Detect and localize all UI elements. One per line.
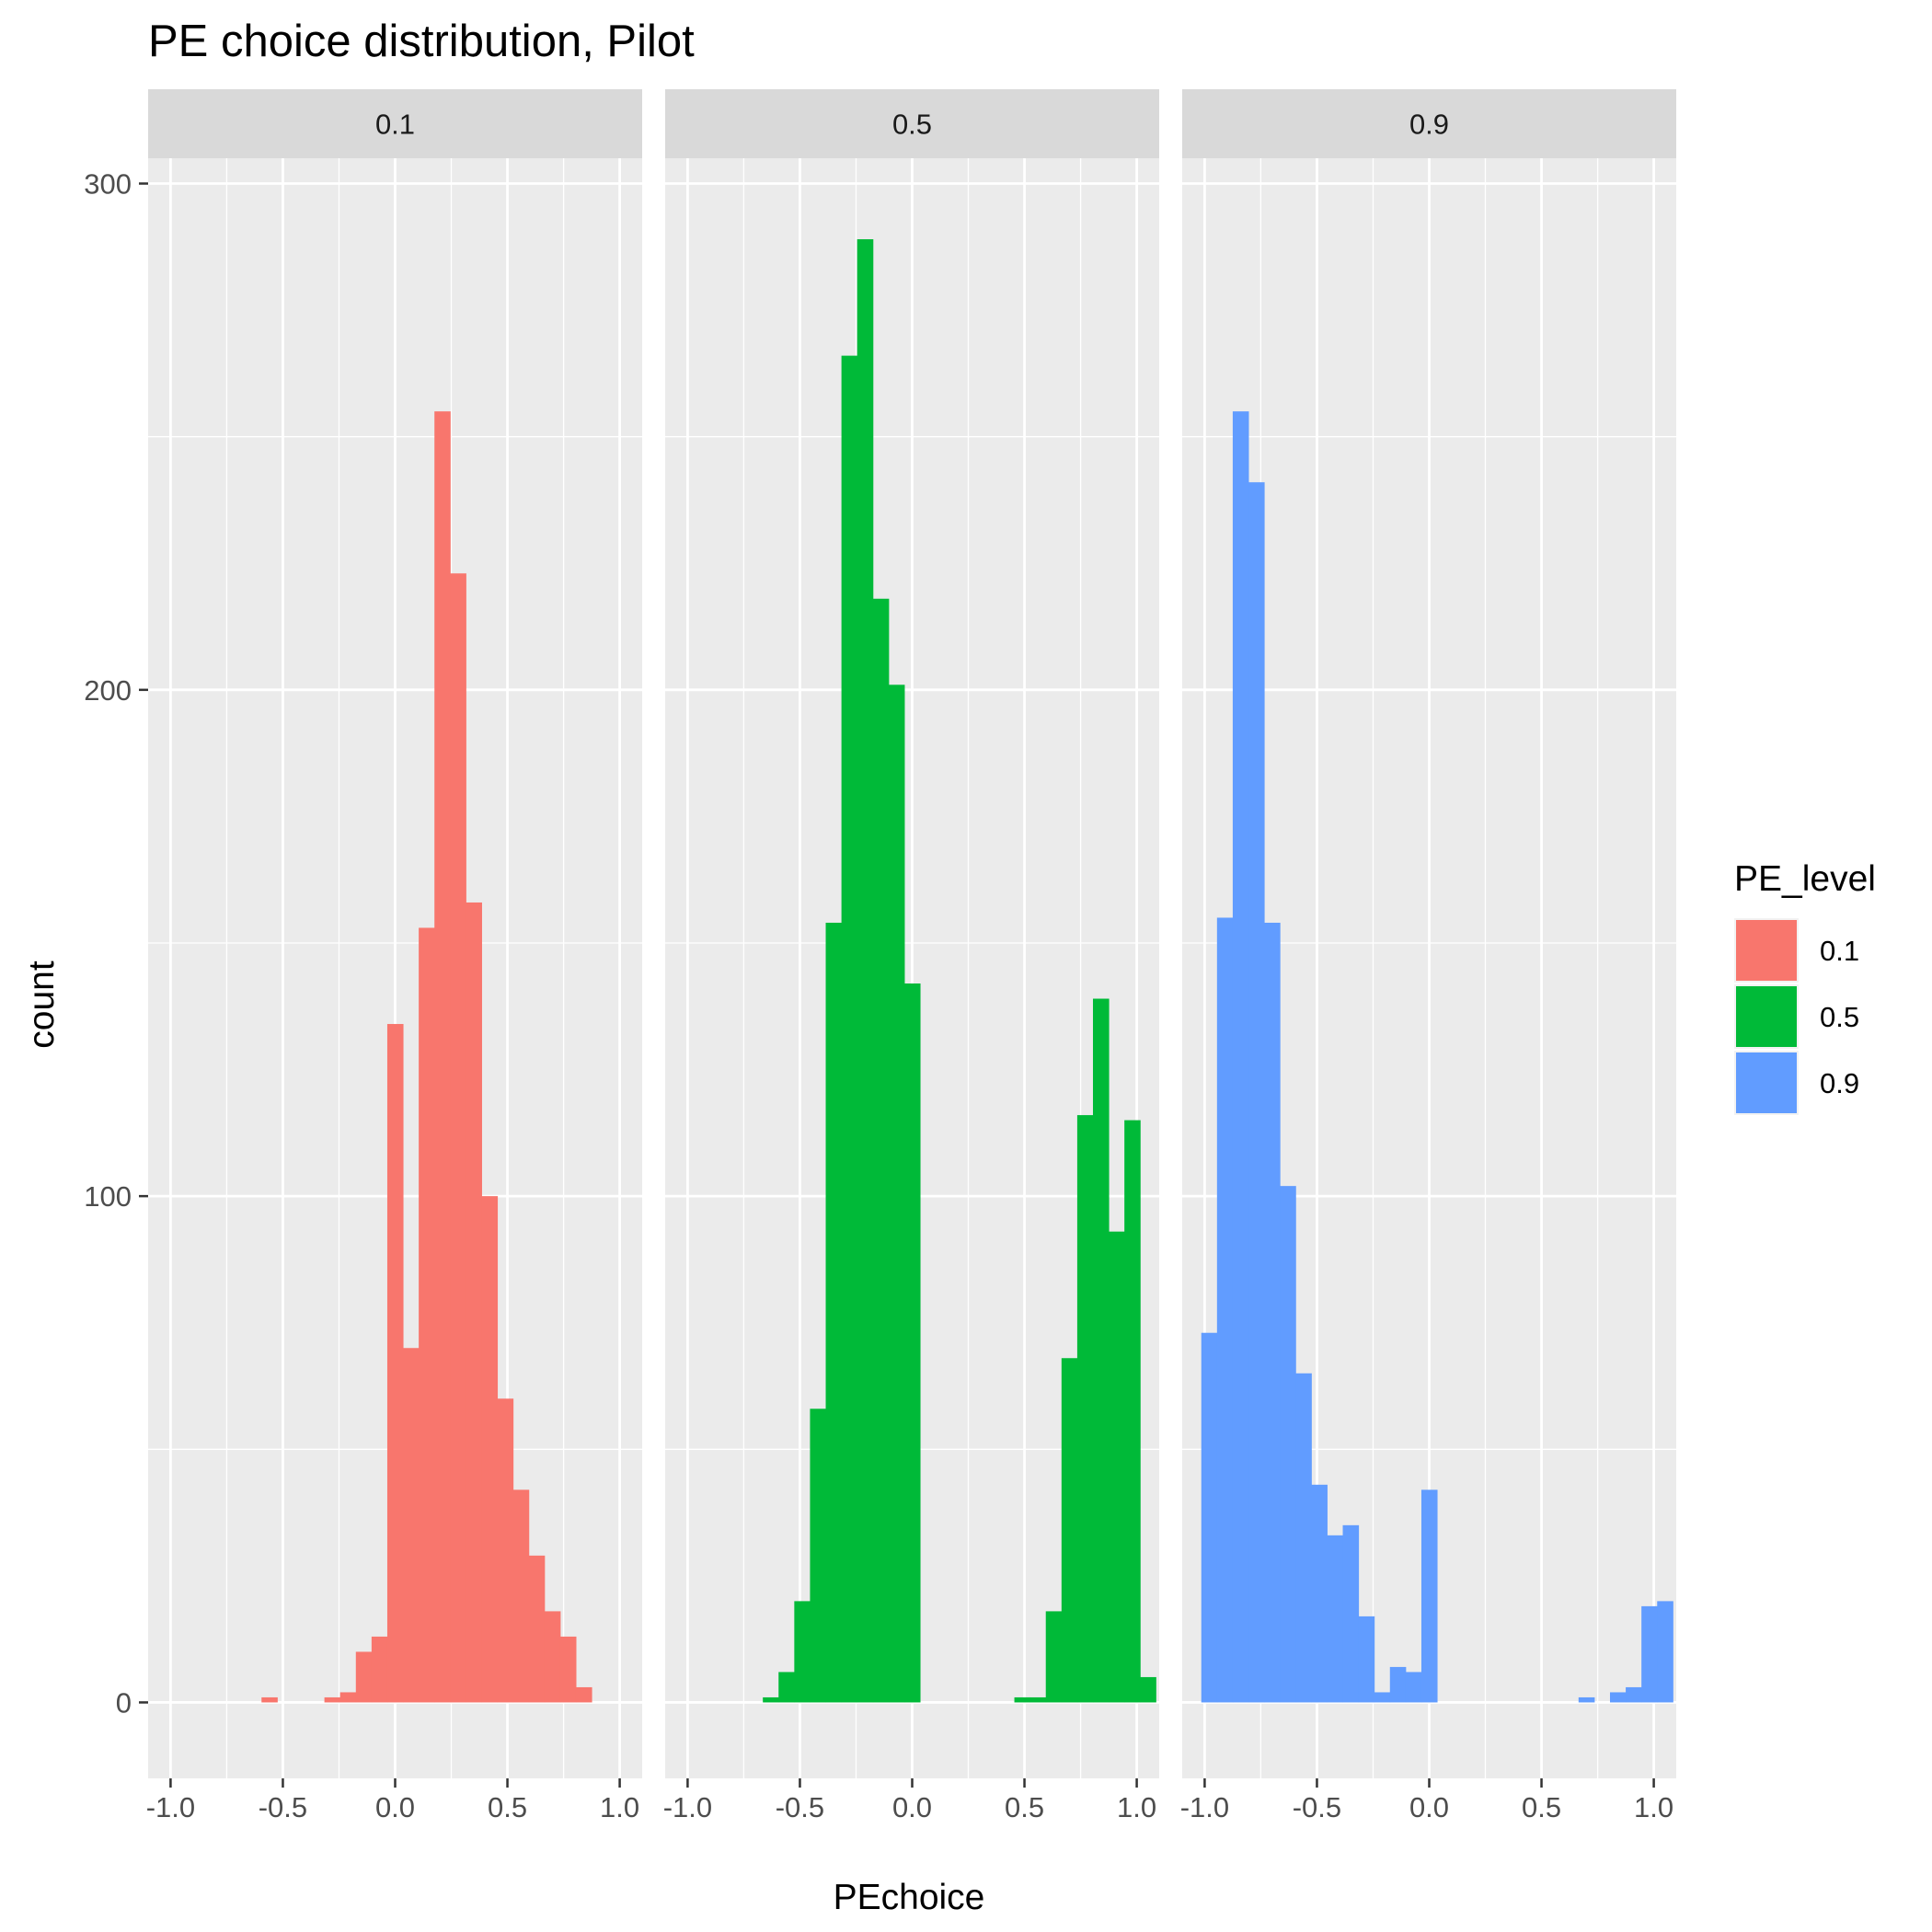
strip-header <box>148 89 642 158</box>
histogram-bar <box>810 1409 827 1703</box>
x-tick-label: 1.0 <box>1634 1791 1673 1823</box>
histogram-bar <box>778 1672 795 1703</box>
strip-label: 0.1 <box>375 109 415 141</box>
histogram-bar <box>763 1696 779 1703</box>
y-tick-label: 100 <box>84 1180 132 1213</box>
x-tick-label: 1.0 <box>600 1791 639 1823</box>
legend-label: 0.9 <box>1820 1067 1859 1099</box>
x-tick-label: 0.0 <box>892 1791 932 1823</box>
x-tick-label: -0.5 <box>1293 1791 1341 1823</box>
histogram-bar <box>1092 998 1110 1703</box>
histogram-bar <box>1311 1484 1328 1703</box>
x-tick-label: 0.5 <box>1522 1791 1561 1823</box>
facet-panels: 0.1 -1.0 -0.5 0.0 0.5 1.0 0.5 -1.0 -0.5 0.0 0.5 1.0… <box>146 89 1676 1823</box>
histogram-bar <box>888 684 905 1703</box>
histogram-bar <box>825 922 843 1703</box>
histogram-bar <box>1327 1535 1344 1703</box>
histogram-bar <box>1029 1696 1047 1703</box>
histogram-bar <box>1609 1692 1627 1703</box>
histogram-bar <box>857 239 874 1703</box>
strip-label: 0.9 <box>1409 109 1449 141</box>
panel-0.5: 0.5 -1.0 -0.5 0.0 0.5 1.0 <box>663 89 1159 1823</box>
histogram-bar <box>481 1196 499 1703</box>
y-axis: 0 100 200 300 <box>84 168 148 1719</box>
histogram-bar <box>386 1024 404 1703</box>
histogram-bar <box>1280 1186 1296 1703</box>
histogram-bar <box>1374 1692 1391 1703</box>
histogram-bar <box>403 1348 420 1703</box>
legend-label: 0.5 <box>1820 1001 1859 1033</box>
histogram-bar <box>1389 1666 1407 1703</box>
histogram-bar <box>559 1636 577 1703</box>
histogram-bar <box>1014 1696 1031 1703</box>
x-tick-label: 0.0 <box>375 1791 415 1823</box>
histogram-bar <box>339 1692 357 1703</box>
histogram-bar <box>261 1696 278 1703</box>
histogram-bar <box>1657 1601 1673 1703</box>
y-tick-label: 300 <box>84 168 132 201</box>
histogram-bar <box>1076 1115 1094 1703</box>
histogram-bar <box>419 927 435 1703</box>
histogram-bar <box>1232 411 1249 1703</box>
histogram-bar <box>841 355 858 1703</box>
legend-swatch <box>1736 920 1797 981</box>
histogram-bar <box>544 1611 561 1703</box>
histogram-bar <box>512 1489 530 1703</box>
x-tick-label: -1.0 <box>663 1791 712 1823</box>
histogram-bar <box>1420 1489 1438 1703</box>
histogram-bar <box>324 1696 341 1703</box>
histogram-bar <box>1201 1332 1218 1703</box>
histogram-bar <box>794 1601 811 1703</box>
x-tick-label: 0.5 <box>488 1791 527 1823</box>
histogram-bar <box>575 1686 592 1703</box>
y-axis-title: count <box>22 960 62 1049</box>
histogram-bar <box>371 1636 388 1703</box>
strip-label: 0.5 <box>892 109 932 141</box>
x-tick-label: -0.5 <box>776 1791 824 1823</box>
histogram-bar <box>1216 917 1234 1703</box>
x-tick-label: 0.5 <box>1005 1791 1044 1823</box>
histogram-bar <box>1140 1676 1156 1703</box>
histogram-bar <box>1295 1373 1312 1703</box>
histogram-bar <box>872 598 890 1703</box>
x-tick-label: -1.0 <box>1180 1791 1229 1823</box>
legend-swatch <box>1736 1052 1797 1113</box>
histogram-bar <box>434 411 451 1703</box>
histogram-bar <box>1264 922 1281 1703</box>
histogram-bar <box>1045 1611 1063 1703</box>
histogram-bar <box>1578 1696 1595 1703</box>
strip-header <box>665 89 1159 158</box>
x-tick-label: -0.5 <box>259 1791 307 1823</box>
legend: PE_level 0.1 0.5 0.9 <box>1734 859 1876 1115</box>
histogram-bar <box>1405 1672 1422 1703</box>
legend-swatch <box>1736 986 1797 1047</box>
histogram-bar <box>1641 1605 1658 1703</box>
panel-0.1: 0.1 -1.0 -0.5 0.0 0.5 1.0 <box>146 89 642 1823</box>
histogram-bar <box>466 902 482 1703</box>
histogram-bar <box>355 1651 373 1703</box>
y-tick-label: 200 <box>84 674 132 707</box>
histogram-bar <box>1358 1616 1375 1703</box>
x-tick-label: 0.0 <box>1409 1791 1449 1823</box>
histogram-bar <box>903 983 921 1703</box>
x-tick-label: 1.0 <box>1117 1791 1156 1823</box>
strip-header <box>1182 89 1676 158</box>
histogram-bar <box>450 573 466 1703</box>
chart-title: PE choice distribution, Pilot <box>148 17 695 66</box>
legend-label: 0.1 <box>1820 935 1859 967</box>
panel-0.9: 0.9 -1.0 -0.5 0.0 0.5 1.0 <box>1180 89 1676 1823</box>
histogram-bar <box>528 1555 546 1703</box>
histogram-bar <box>1109 1231 1125 1703</box>
histogram-bar <box>1124 1120 1141 1703</box>
histogram-bar <box>497 1398 514 1703</box>
x-tick-label: -1.0 <box>146 1791 195 1823</box>
y-tick-label: 0 <box>116 1686 132 1719</box>
x-axis-title: PEchoice <box>834 1878 985 1917</box>
histogram-bar <box>1248 482 1265 1703</box>
histogram-bar <box>1626 1686 1642 1703</box>
histogram-bar <box>1342 1524 1360 1703</box>
histogram-bar <box>1061 1358 1078 1703</box>
legend-title: PE_level <box>1734 859 1876 899</box>
